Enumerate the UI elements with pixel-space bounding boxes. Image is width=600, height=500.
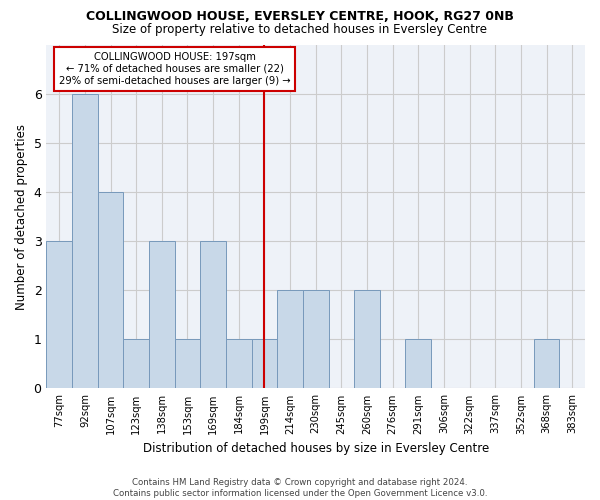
Bar (46, 241, 72, 388)
Bar (534, 340, 559, 388)
Bar (406, 340, 431, 388)
X-axis label: Distribution of detached houses by size in Eversley Centre: Distribution of detached houses by size … (143, 442, 489, 455)
Text: Contains HM Land Registry data © Crown copyright and database right 2024.
Contai: Contains HM Land Registry data © Crown c… (113, 478, 487, 498)
Bar (277, 290, 303, 388)
Y-axis label: Number of detached properties: Number of detached properties (15, 124, 28, 310)
Bar (303, 290, 329, 388)
Bar (124, 340, 149, 388)
Text: Size of property relative to detached houses in Eversley Centre: Size of property relative to detached ho… (113, 22, 487, 36)
Bar (98, 192, 124, 388)
Bar (354, 290, 380, 388)
Bar (175, 340, 200, 388)
Bar (72, 94, 98, 388)
Bar (200, 241, 226, 388)
Bar (149, 241, 175, 388)
Text: COLLINGWOOD HOUSE: 197sqm
← 71% of detached houses are smaller (22)
29% of semi-: COLLINGWOOD HOUSE: 197sqm ← 71% of detac… (59, 52, 290, 86)
Bar (226, 340, 251, 388)
Text: COLLINGWOOD HOUSE, EVERSLEY CENTRE, HOOK, RG27 0NB: COLLINGWOOD HOUSE, EVERSLEY CENTRE, HOOK… (86, 10, 514, 23)
Bar (251, 340, 277, 388)
